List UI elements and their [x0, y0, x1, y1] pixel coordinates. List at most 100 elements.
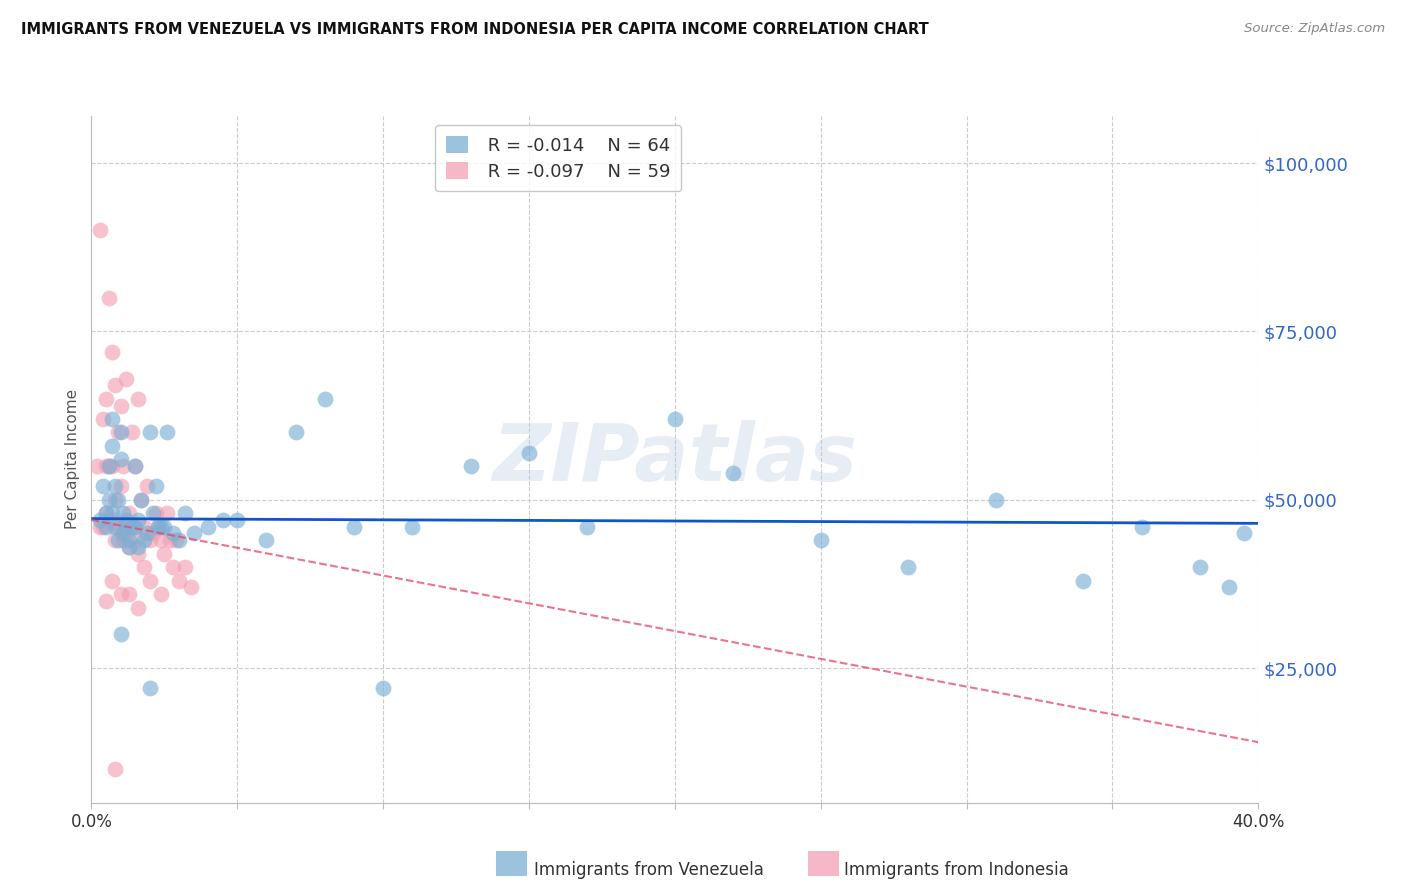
Point — [343, 519, 366, 533]
Point — [89, 519, 111, 533]
Point — [101, 439, 124, 453]
Point — [1189, 560, 1212, 574]
Point — [121, 425, 143, 440]
Point — [129, 492, 152, 507]
Point — [124, 533, 146, 548]
Point — [810, 533, 832, 548]
Point — [89, 513, 111, 527]
Point — [107, 425, 129, 440]
Point — [138, 533, 162, 548]
Point — [91, 479, 114, 493]
Point — [86, 459, 108, 474]
Point — [127, 392, 149, 406]
Point — [226, 513, 249, 527]
Text: IMMIGRANTS FROM VENEZUELA VS IMMIGRANTS FROM INDONESIA PER CAPITA INCOME CORRELA: IMMIGRANTS FROM VENEZUELA VS IMMIGRANTS … — [21, 22, 929, 37]
Point — [110, 479, 132, 493]
Point — [173, 506, 195, 520]
Point — [107, 492, 129, 507]
Point — [101, 506, 124, 520]
Point — [167, 533, 190, 548]
Point — [132, 560, 155, 574]
Text: Immigrants from Venezuela: Immigrants from Venezuela — [534, 861, 763, 879]
Point — [132, 533, 155, 548]
Point — [138, 681, 162, 696]
Point — [94, 519, 117, 533]
Point — [104, 519, 127, 533]
Point — [118, 540, 141, 554]
Point — [118, 533, 141, 548]
Point — [135, 479, 157, 493]
Point — [112, 533, 135, 548]
Point — [211, 513, 233, 527]
Point — [159, 533, 181, 548]
Bar — [496, 851, 527, 876]
Point — [156, 425, 179, 440]
Point — [153, 519, 176, 533]
Point — [145, 506, 167, 520]
Point — [101, 412, 124, 426]
Point — [1233, 526, 1256, 541]
Point — [124, 459, 146, 474]
Point — [150, 533, 173, 548]
Point — [107, 519, 129, 533]
Point — [197, 519, 219, 533]
Point — [110, 587, 132, 601]
Point — [110, 399, 132, 413]
Point — [112, 506, 135, 520]
Point — [162, 526, 184, 541]
Point — [112, 526, 135, 541]
Point — [104, 762, 127, 776]
Point — [94, 506, 117, 520]
Point — [110, 627, 132, 641]
Point — [148, 519, 170, 533]
Point — [97, 492, 120, 507]
Point — [314, 392, 336, 406]
Point — [138, 425, 162, 440]
Point — [723, 466, 745, 480]
Point — [115, 519, 138, 533]
Point — [150, 587, 173, 601]
Point — [129, 492, 152, 507]
Point — [284, 425, 307, 440]
Point — [153, 547, 176, 561]
Point — [664, 412, 686, 426]
Point — [97, 513, 120, 527]
Point — [104, 378, 127, 392]
Point — [165, 533, 187, 548]
Point — [401, 519, 423, 533]
Point — [127, 547, 149, 561]
Bar — [808, 851, 839, 876]
Point — [97, 459, 120, 474]
Point — [142, 526, 165, 541]
Point — [115, 371, 138, 385]
Point — [135, 526, 157, 541]
Point — [127, 600, 149, 615]
Text: Source: ZipAtlas.com: Source: ZipAtlas.com — [1244, 22, 1385, 36]
Point — [124, 519, 146, 533]
Point — [460, 459, 482, 474]
Point — [127, 513, 149, 527]
Point — [94, 506, 117, 520]
Point — [104, 479, 127, 493]
Point — [110, 452, 132, 467]
Point — [91, 412, 114, 426]
Point — [132, 519, 155, 533]
Point — [121, 519, 143, 533]
Point — [1073, 574, 1095, 588]
Point — [517, 445, 540, 459]
Point — [127, 540, 149, 554]
Point — [371, 681, 394, 696]
Point — [97, 459, 120, 474]
Point — [89, 223, 111, 237]
Point — [101, 574, 124, 588]
Point — [162, 560, 184, 574]
Point — [180, 580, 202, 594]
Point — [115, 533, 138, 548]
Point — [156, 506, 179, 520]
Text: ZIPatlas: ZIPatlas — [492, 420, 858, 499]
Point — [101, 459, 124, 474]
Text: Immigrants from Indonesia: Immigrants from Indonesia — [844, 861, 1069, 879]
Point — [148, 519, 170, 533]
Point — [112, 459, 135, 474]
Point — [94, 392, 117, 406]
